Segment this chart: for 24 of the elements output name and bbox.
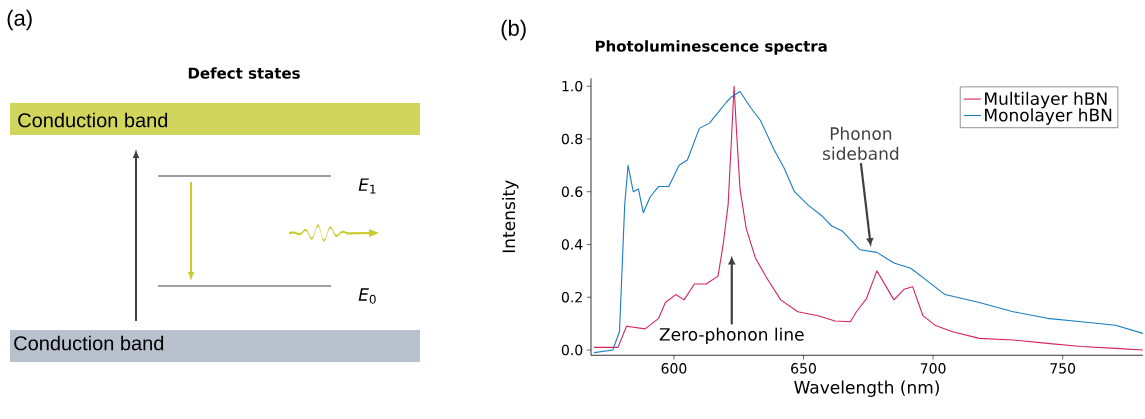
x-axis-title: Wavelength (nm) [794, 380, 939, 397]
x-tick-label: 700 [920, 363, 946, 374]
annotation: Zero-phonon line [659, 327, 804, 345]
x-tick-label: 600 [661, 363, 687, 374]
y-tick-label: 1.0 [562, 80, 583, 92]
y-tick-label: 0.8 [561, 133, 583, 145]
y-tick-label: 0.6 [561, 186, 583, 197]
y-tick-label: 0.4 [561, 239, 583, 250]
x-tick-label: 750 [1050, 363, 1076, 374]
legend-label: Multilayer hBN [985, 91, 1107, 109]
annotation: Phonon sideband [823, 126, 899, 160]
chart-title: Photoluminescence spectra [595, 40, 827, 55]
text: Conduction band [14, 335, 164, 351]
x-tick-label: 650 [791, 363, 816, 374]
legend-label: Monolayer hBN [985, 108, 1112, 125]
y-tick-label: 0.2 [561, 291, 582, 303]
text: E$_{0}$ [358, 288, 376, 304]
y-axis-title: Intensity [502, 180, 519, 253]
text: Defect states [188, 67, 300, 79]
text: Conduction band [18, 112, 168, 128]
text: E$_{1}$ [358, 178, 376, 194]
text: (a) [7, 9, 32, 31]
text: (b) [501, 19, 526, 41]
y-tick-label: 0.0 [561, 344, 583, 356]
